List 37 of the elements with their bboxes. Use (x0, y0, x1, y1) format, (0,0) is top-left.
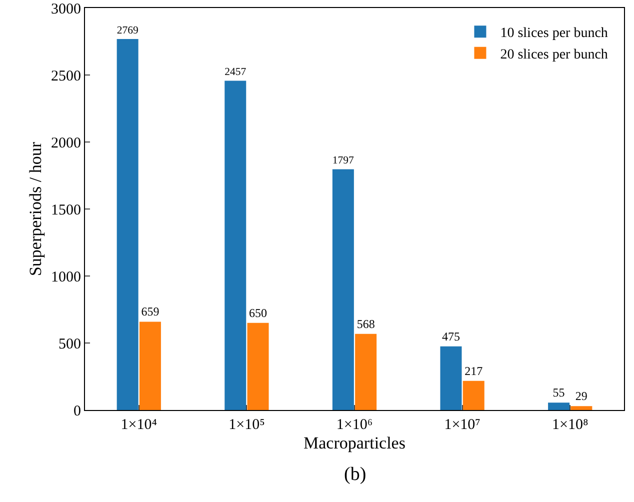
data-label: 650 (249, 306, 268, 320)
y-tick-label: 2500 (51, 68, 81, 84)
data-label: 475 (442, 329, 460, 344)
x-tick-label: 1×10⁸ (552, 417, 588, 433)
legend-label: 10 slices per bunch (500, 26, 608, 42)
x-tick-label: 1×10⁴ (120, 417, 157, 433)
bar (247, 322, 269, 410)
y-tick-label: 1000 (51, 269, 81, 286)
bar (224, 80, 246, 410)
bar (570, 406, 592, 410)
bar (440, 346, 462, 410)
y-tick-label: 500 (58, 336, 81, 352)
legend-label: 20 slices per bunch (500, 47, 608, 62)
y-tick-label: 2000 (51, 135, 81, 152)
data-label: 55 (552, 386, 565, 400)
bar (355, 334, 377, 410)
data-label: 568 (356, 316, 375, 331)
bar (332, 169, 354, 410)
x-tick-label: 1×10⁷ (444, 417, 480, 433)
data-label: 29 (575, 389, 588, 404)
x-tick-label: 1×10⁵ (228, 417, 265, 433)
y-tick-label: 0 (74, 403, 81, 420)
data-label: 217 (464, 364, 483, 378)
x-tick-label: 1×10⁶ (336, 417, 373, 433)
data-label: 2457 (224, 66, 247, 78)
data-label: 659 (141, 304, 160, 319)
bar (548, 402, 570, 410)
data-label: 2769 (116, 24, 138, 36)
text: (b) (344, 464, 366, 485)
y-tick-label: 3000 (51, 1, 81, 18)
bar (139, 322, 161, 410)
y-axis-title: Superperiods / hour (26, 142, 45, 276)
y-tick-label: 1500 (51, 202, 81, 218)
bar (116, 38, 138, 410)
data-label: 1797 (332, 154, 355, 167)
bar (462, 380, 484, 410)
x-axis-title: Macroparticles (304, 433, 406, 452)
